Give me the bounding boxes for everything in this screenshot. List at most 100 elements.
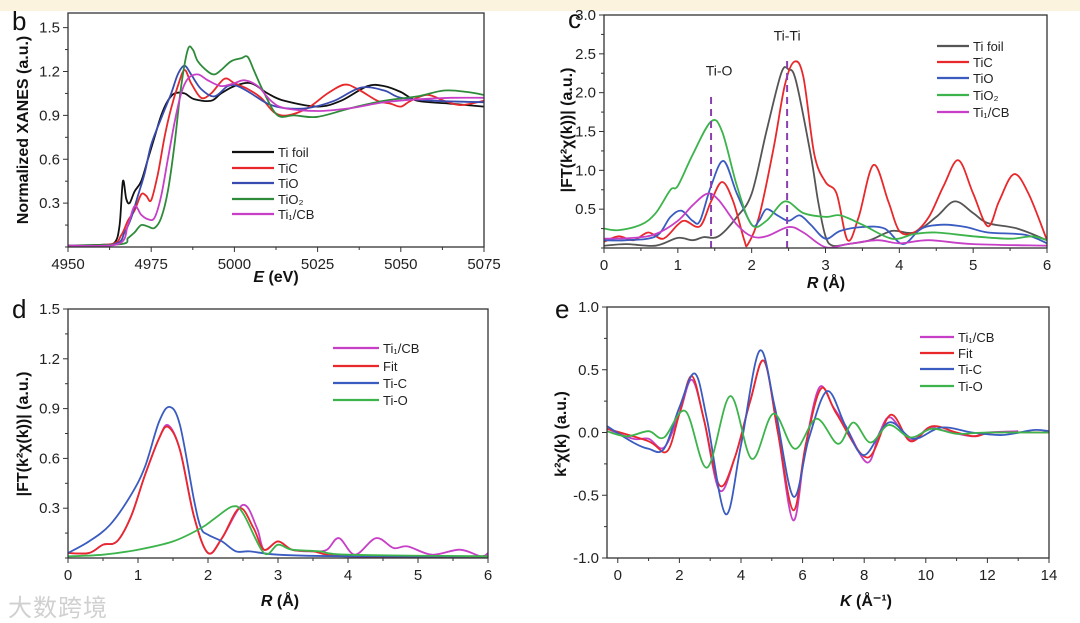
x-tick-label: 5 xyxy=(414,567,422,584)
panel-label: c xyxy=(568,4,581,34)
y-tick-label: 1.5 xyxy=(39,20,60,37)
x-axis-title: R (Å) xyxy=(261,591,299,610)
annotation-label: Ti-O xyxy=(706,63,733,79)
y-tick-label: 0.6 xyxy=(39,151,60,168)
x-tick-label: 5 xyxy=(969,257,977,274)
plot-frame xyxy=(67,12,485,248)
y-axis-title: Normalized XANES (a.u.) xyxy=(15,36,32,224)
series-line-tic xyxy=(68,69,484,247)
legend-label: Ti-C xyxy=(383,376,407,391)
plot-frame xyxy=(67,308,489,559)
y-tick-label: -0.5 xyxy=(573,487,599,504)
x-axis-title: E (eV) xyxy=(253,269,298,286)
y-tick-label: 0.9 xyxy=(39,401,60,418)
chart-panel-e: 0 2 4 6 8 10 12 14 -1.0 -0.5 0.0 0.5 1.0 K (Å⁻¹) k²χ(k… xyxy=(553,294,1057,610)
y-axis-title: k²χ(k) (a.u.) xyxy=(553,391,570,477)
x-tick-label: 1 xyxy=(674,257,682,274)
x-tick-label: 5075 xyxy=(467,256,500,273)
y-tick-label: -1.0 xyxy=(573,550,599,567)
x-tick-label: 4 xyxy=(344,567,352,584)
y-tick-label: 0.9 xyxy=(39,107,60,124)
legend-label: TiO₂ xyxy=(278,192,304,207)
y-tick-label: 0.3 xyxy=(39,500,60,517)
x-tick-label: 10 xyxy=(917,567,934,584)
series-line-tio xyxy=(604,160,1047,245)
y-axis-title: |FT(k²χ(k))| (a.u.) xyxy=(559,68,576,193)
x-tick-label: 2 xyxy=(675,567,683,584)
legend-label: TiO xyxy=(278,176,298,191)
y-tick-label: 3.0 xyxy=(575,7,596,24)
x-tick-label: 6 xyxy=(1043,257,1051,274)
legend: Ti₁/CB Fit Ti-C Ti-O xyxy=(333,341,419,408)
series-line-ti-cb xyxy=(68,73,484,247)
panel-label: e xyxy=(555,294,569,324)
x-axis-variable: R xyxy=(807,275,819,292)
x-tick-label: 14 xyxy=(1041,567,1058,584)
y-tick-label: 1.5 xyxy=(39,301,60,318)
legend-label: Ti₁/CB xyxy=(278,207,314,222)
series-line-tio xyxy=(68,64,484,247)
x-axis-variable: E xyxy=(253,269,265,286)
legend-label: Ti₁/CB xyxy=(973,105,1009,120)
caption-strip xyxy=(0,0,1080,11)
x-axis-title: K (Å⁻¹) xyxy=(840,591,892,610)
x-tick-label: 5050 xyxy=(384,256,417,273)
series-line-ti-foil xyxy=(604,66,1047,248)
y-tick-label: 2.5 xyxy=(575,46,596,63)
x-axis-variable: K xyxy=(840,593,853,610)
chart-panel-b: 4950 4975 5000 5025 5050 5075 0.3 0.6 0.9 1.2 1.5 E… xyxy=(12,6,501,286)
x-tick-label: 4950 xyxy=(51,256,84,273)
series-line-ti-c xyxy=(607,349,1049,516)
series-line-ti-cb xyxy=(604,192,1047,248)
series-line-ti-c xyxy=(68,406,488,558)
x-tick-label: 0 xyxy=(614,567,622,584)
y-tick-label: 1.5 xyxy=(575,124,596,141)
series-line-ti-cb xyxy=(68,424,488,558)
x-tick-label: 6 xyxy=(798,567,806,584)
y-tick-label: 1.0 xyxy=(578,299,599,316)
series-line-tio- xyxy=(604,118,1047,242)
legend-label: TiO₂ xyxy=(973,88,999,103)
x-tick-label: 2 xyxy=(204,567,212,584)
panel-label: d xyxy=(12,294,26,324)
x-tick-label: 6 xyxy=(484,567,492,584)
series-line-tic xyxy=(604,60,1047,248)
x-tick-label: 3 xyxy=(274,567,282,584)
x-axis-variable: R xyxy=(261,593,273,610)
x-tick-label: 5000 xyxy=(218,256,251,273)
legend-label: Fit xyxy=(958,346,973,361)
chart-panel-c: Ti-O Ti-Ti 0 1 2 3 4 5 6 0.5 1.0 1.5 2.0 2.5 3.0 R (Å) |… xyxy=(559,4,1051,292)
legend-label: Ti-O xyxy=(958,379,983,394)
x-tick-label: 3 xyxy=(821,257,829,274)
annotation-label: Ti-Ti xyxy=(774,28,801,44)
y-tick-label: 1.2 xyxy=(39,64,60,81)
y-tick-label: 0.5 xyxy=(578,362,599,379)
series-line-ti-foil xyxy=(68,82,484,247)
legend-label: Ti foil xyxy=(278,145,309,160)
legend-label: Fit xyxy=(383,359,398,374)
x-tick-label: 0 xyxy=(64,567,72,584)
y-tick-label: 1.0 xyxy=(575,162,596,179)
legend-label: TiC xyxy=(973,55,993,70)
legend-label: Ti-O xyxy=(383,393,408,408)
x-axis-unit: (eV) xyxy=(264,269,299,286)
y-tick-label: 1.2 xyxy=(39,351,60,368)
legend-label: Ti₁/CB xyxy=(383,341,419,356)
y-tick-label: 0.3 xyxy=(39,195,60,212)
y-tick-label: 0.0 xyxy=(578,425,599,442)
series-line-ti-o xyxy=(607,395,1049,469)
x-tick-label: 5025 xyxy=(301,256,334,273)
legend-label: Ti₁/CB xyxy=(958,330,994,345)
x-tick-label: 2 xyxy=(747,257,755,274)
legend-label: Ti foil xyxy=(973,39,1004,54)
x-tick-label: 12 xyxy=(979,567,996,584)
legend-label: TiO xyxy=(973,71,993,86)
watermark: 大数跨境 xyxy=(8,594,108,622)
x-axis-unit: (Å) xyxy=(272,591,299,610)
x-axis-unit: (Å⁻¹) xyxy=(852,591,892,610)
x-tick-label: 8 xyxy=(860,567,868,584)
